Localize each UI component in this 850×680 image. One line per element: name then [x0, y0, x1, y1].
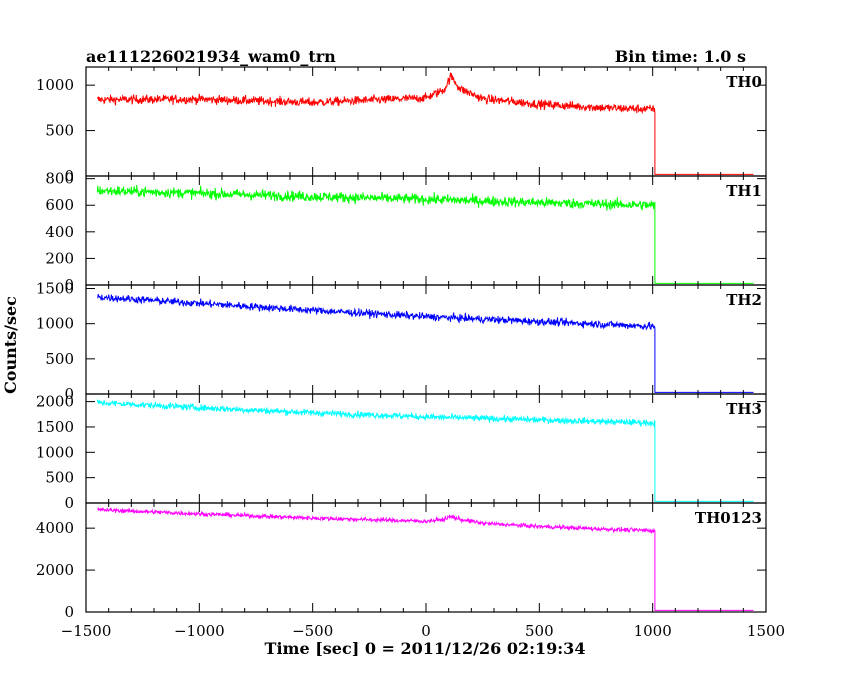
panel-frame [85, 393, 767, 504]
panel-label-th1: TH1 [726, 182, 762, 200]
series-line-th2 [97, 293, 754, 393]
chart-subtitle: Bin time: 1.0 s [615, 47, 746, 66]
y-tick-label: 0 [64, 385, 74, 403]
y-tick-label: 500 [45, 122, 74, 140]
panel-label-th2: TH2 [726, 291, 762, 309]
panel-frame [85, 502, 767, 613]
panels: 0 500 1000 TH0 0 200 400 600 800 TH1 0 500 1000 1500 T… [36, 66, 767, 621]
x-axis-label: Time [sec] 0 = 2011/12/26 02:19:34 [265, 639, 586, 658]
panel-th0: 0 500 1000 TH0 [36, 66, 767, 185]
panel-th1: 0 200 400 600 800 TH1 [45, 170, 767, 294]
panel-label-th3: TH3 [726, 400, 762, 418]
y-tick-label: 0 [64, 276, 74, 294]
y-tick-label: 0 [64, 603, 74, 621]
y-tick-label: 0 [64, 494, 74, 512]
series-line-th3 [96, 399, 754, 502]
x-tick-label: 1500 [747, 622, 785, 640]
y-axis-label: Counts/sec [1, 296, 20, 394]
x-tick-label: −500 [292, 622, 333, 640]
x-tick-label: −1000 [174, 622, 225, 640]
x-tick-label: 0 [421, 622, 431, 640]
panel-label-th0123: TH0123 [695, 509, 762, 527]
series-line-th0 [96, 72, 754, 175]
chart-title: ae111226021934_wam0_trn [86, 47, 336, 66]
y-tick-label: 4000 [36, 519, 74, 537]
y-tick-label: 500 [45, 350, 74, 368]
y-tick-label: 1000 [36, 315, 74, 333]
panel-th0123: 0 2000 4000 TH0123 [36, 502, 767, 621]
panel-frame [85, 284, 767, 395]
series-line-th1 [96, 184, 754, 284]
y-tick-label: 2000 [36, 393, 74, 411]
panel-th2: 0 500 1000 1500 TH2 [36, 280, 767, 403]
y-tick-label: 0 [64, 167, 74, 185]
y-tick-label: 200 [45, 249, 74, 267]
panel-th3: 0 500 1000 1500 2000 TH3 [36, 393, 767, 512]
x-tick-label: 500 [525, 622, 554, 640]
y-tick-label: 1000 [36, 76, 74, 94]
y-tick-label: 500 [45, 469, 74, 487]
y-tick-label: 400 [45, 223, 74, 241]
y-tick-label: 1500 [36, 418, 74, 436]
y-tick-label: 1000 [36, 443, 74, 461]
y-tick-label: 800 [45, 170, 74, 188]
x-tick-label: 1000 [634, 622, 672, 640]
y-tick-label: 1500 [36, 280, 74, 298]
y-tick-label: 2000 [36, 561, 74, 579]
x-axis: −1500 −1000 −500 0 500 1000 1500 [61, 622, 785, 640]
y-tick-label: 600 [45, 196, 74, 214]
panel-label-th0: TH0 [726, 73, 762, 91]
series-line-th0123 [97, 506, 754, 611]
panel-frame [85, 66, 767, 177]
x-tick-label: −1500 [61, 622, 112, 640]
